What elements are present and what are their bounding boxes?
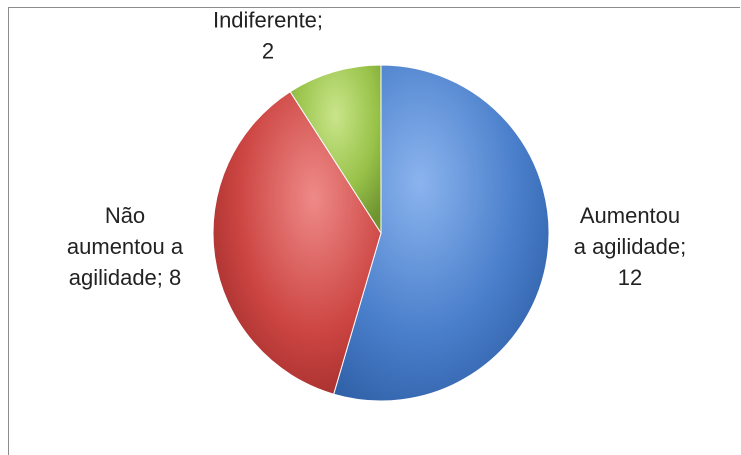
pie-slice-indiferente xyxy=(289,64,382,235)
data-label-indiferente: Indiferente; 2 xyxy=(213,8,323,64)
pie-slice-aumentou xyxy=(333,64,550,402)
data-label-aumentou: Aumentou a agilidade; 12 xyxy=(574,203,687,290)
data-label-nao-aumentou: Não aumentou a agilidade; 8 xyxy=(67,203,184,290)
pie-slice-nao-aumentou xyxy=(212,90,382,395)
